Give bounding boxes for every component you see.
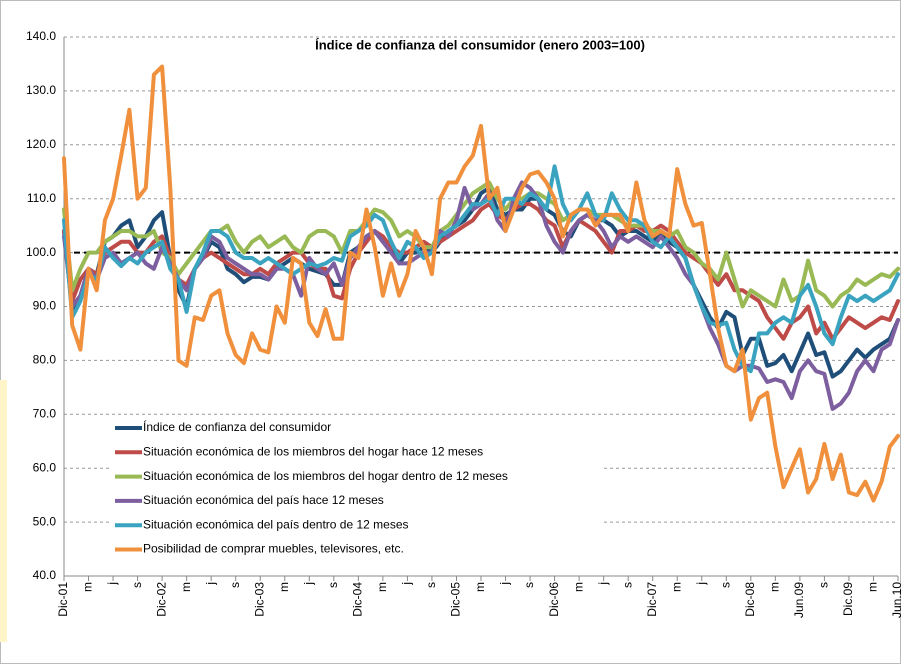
legend-label: Situación económica del país hace 12 mes… (143, 493, 384, 507)
x-tick-label: j (694, 582, 708, 586)
x-tick-label: Jun.10 (890, 582, 902, 618)
x-tick-label: m (669, 582, 683, 592)
x-tick-label: s (326, 582, 340, 588)
edge-strip (0, 380, 7, 642)
x-tick-label: m (473, 582, 487, 592)
x-tick-label: m (179, 582, 193, 592)
x-tick-label: s (228, 582, 242, 588)
chart-title: Índice de confianza del consumidor (ener… (315, 37, 645, 52)
y-tick-label: 130.0 (26, 83, 56, 97)
y-tick-label: 110.0 (27, 191, 56, 205)
legend-label: Situación económica de los miembros del … (143, 444, 483, 458)
x-tick-label: s (817, 582, 831, 588)
x-tick-label: Dic-04 (351, 582, 365, 617)
x-tick-label: s (620, 582, 634, 588)
x-tick-label: m (768, 582, 782, 592)
series-line (62, 180, 900, 309)
x-tick-label: Dic-05 (449, 582, 463, 617)
x-tick-label: m (375, 582, 389, 592)
legend-background (112, 538, 602, 561)
x-tick-label: j (400, 582, 414, 586)
y-tick-label: 80.0 (33, 353, 57, 367)
y-tick-label: 70.0 (33, 406, 57, 420)
series-line (62, 164, 900, 374)
y-tick-label: 60.0 (33, 460, 57, 474)
x-tick-label: m (571, 582, 585, 592)
x-tick-label: j (301, 582, 315, 586)
x-tick-label: Dic-02 (154, 582, 168, 617)
series-line (62, 64, 900, 503)
x-tick-label: Dic.09 (841, 582, 855, 616)
y-tick-label: 90.0 (33, 299, 57, 313)
x-tick-label: s (130, 582, 144, 588)
x-tick-label: m (277, 582, 291, 592)
x-tick-label: m (81, 582, 95, 592)
x-tick-label: Dic-07 (645, 582, 659, 617)
x-tick-label: s (522, 582, 536, 588)
y-tick-label: 120.0 (26, 137, 56, 151)
legend-background (112, 417, 602, 439)
x-tick-label: Dic-08 (743, 582, 757, 617)
x-tick-label: j (203, 582, 217, 586)
legend-background (112, 465, 602, 488)
x-tick-label: j (498, 582, 512, 586)
y-tick-label: 40.0 (33, 568, 57, 582)
y-tick-label: 100.0 (26, 245, 56, 259)
x-tick-label: s (718, 582, 732, 588)
legend-background (112, 441, 602, 464)
legend-label: Situación económica del país dentro de 1… (143, 517, 409, 531)
legend-label: Índice de confianza del consumidor (143, 419, 331, 434)
x-tick-label: j (105, 582, 119, 586)
x-tick-label: Dic-01 (56, 582, 70, 617)
y-tick-label: 140.0 (26, 29, 56, 43)
legend-background (112, 489, 602, 512)
y-tick-label: 50.0 (33, 514, 57, 528)
legend-label: Posibilidad de comprar muebles, televiso… (143, 542, 404, 556)
x-tick-label: m (866, 582, 880, 592)
x-tick-label: Jun.09 (792, 582, 806, 618)
x-tick-label: Dic-03 (252, 582, 266, 617)
x-tick-label: s (424, 582, 438, 588)
x-tick-label: j (596, 582, 610, 586)
x-tick-label: Dic-06 (547, 582, 561, 617)
legend-label: Situación económica de los miembros del … (143, 469, 508, 483)
legend-background (112, 514, 602, 537)
